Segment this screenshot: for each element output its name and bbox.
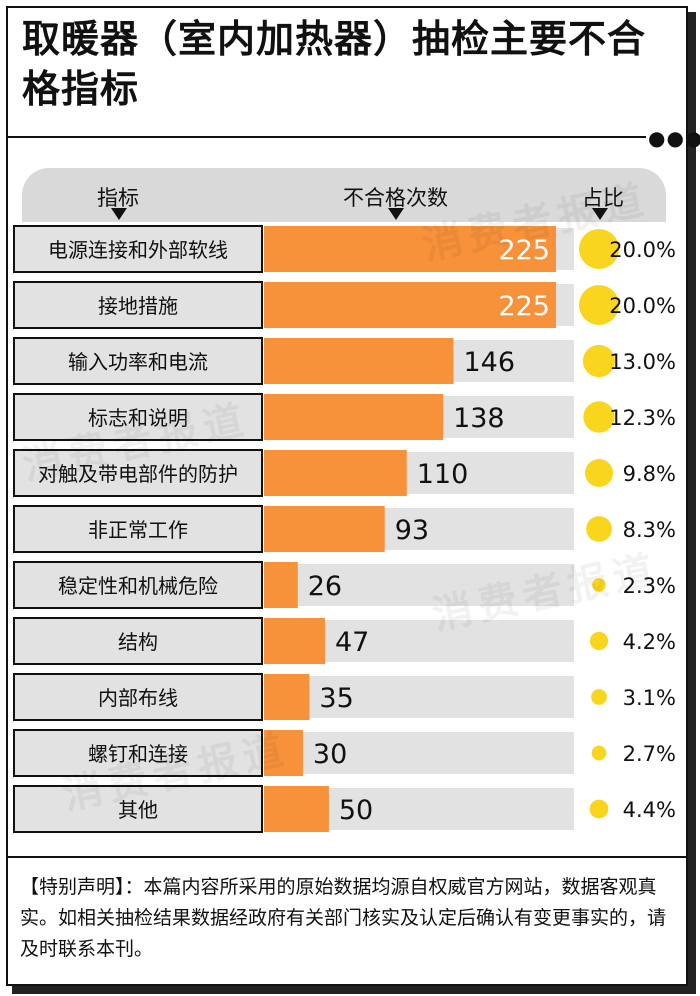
category-label: 结构 (118, 630, 158, 654)
category-label-box (13, 673, 263, 721)
share-bubble (585, 459, 613, 487)
share-bubble (591, 745, 607, 761)
bar-value-label: 35 (319, 683, 353, 714)
category-label: 对触及带电部件的防护 (38, 462, 238, 486)
category-label-box (13, 393, 263, 441)
category-label-box (13, 561, 263, 609)
bar-chart: 电源连接和外部软线 225 20.0% 接地措施 225 20.0% 输入功率和电流 146 1… (13, 225, 676, 833)
header-count-arrow-icon (388, 208, 404, 220)
share-bubble (591, 689, 607, 705)
bar-value-label: 50 (339, 795, 373, 826)
header-share-arrow-icon (592, 208, 608, 220)
bar-value-label: 146 (463, 347, 515, 378)
footnote: 【特别声明】：本篇内容所采用的原始数据均源自权威官方网站，数据客观真实。如相关抽… (20, 876, 667, 960)
bar-value-label: 30 (313, 739, 347, 770)
bar-track (264, 676, 574, 718)
bar (264, 338, 454, 384)
bar (264, 394, 444, 440)
share-bubble (579, 229, 619, 269)
share-bubble (586, 516, 612, 542)
share-label: 3.1% (623, 686, 676, 710)
category-label-box (13, 617, 263, 665)
share-bubble (589, 631, 609, 651)
bar (264, 730, 303, 776)
share-bubble (579, 285, 619, 325)
share-label: 4.2% (623, 630, 676, 654)
bar (264, 450, 407, 496)
header-indicator-arrow-icon (111, 208, 127, 220)
share-bubble (589, 799, 609, 819)
bar-value-label: 110 (417, 459, 469, 490)
more-dots-icon: ●●● (648, 126, 700, 150)
category-label-box (13, 449, 263, 497)
bar-value-label: 225 (498, 291, 550, 322)
share-label: 13.0% (609, 350, 676, 374)
bar-value-label: 138 (453, 403, 505, 434)
header-count: 不合格次数 (343, 186, 448, 210)
share-label: 20.0% (609, 294, 676, 318)
share-label: 2.7% (623, 742, 676, 766)
header-share: 占比 (582, 186, 624, 210)
share-label: 8.3% (623, 518, 676, 542)
category-label-box (13, 337, 263, 385)
bar-value-label: 93 (395, 515, 429, 546)
category-label: 电源连接和外部软线 (48, 238, 228, 262)
bar (264, 282, 556, 328)
bar-value-label: 225 (498, 235, 550, 266)
bar-track (264, 564, 574, 606)
bar (264, 226, 556, 272)
category-label: 螺钉和连接 (88, 742, 188, 766)
bar (264, 786, 329, 832)
category-label-box (13, 225, 263, 273)
title-divider (6, 136, 646, 138)
bar (264, 618, 325, 664)
share-label: 20.0% (609, 238, 676, 262)
category-label: 标志和说明 (88, 406, 188, 430)
column-header-band (22, 168, 666, 222)
share-label: 2.3% (623, 574, 676, 598)
bar (264, 562, 298, 608)
category-label: 其他 (118, 798, 158, 822)
header-indicator: 指标 (97, 186, 139, 210)
bar-track (264, 732, 574, 774)
category-label-box (13, 281, 263, 329)
category-label: 接地措施 (98, 294, 178, 318)
share-label: 4.4% (623, 798, 676, 822)
share-label: 12.3% (609, 406, 676, 430)
category-label: 内部布线 (98, 686, 178, 710)
bar (264, 674, 310, 720)
page-title: 取暖器（室内加热器）抽检主要不合格指标 (22, 17, 647, 111)
category-label-box (13, 505, 263, 553)
category-label-box (13, 785, 263, 833)
bar-value-label: 26 (308, 571, 342, 602)
bar (264, 506, 385, 552)
bar-value-label: 47 (335, 627, 369, 658)
share-bubble (592, 578, 606, 592)
category-label-box (13, 729, 263, 777)
footnote-divider (6, 856, 688, 858)
share-bubble (583, 401, 615, 433)
category-label: 稳定性和机械危险 (58, 574, 218, 598)
share-bubble (582, 344, 616, 378)
category-label: 非正常工作 (88, 518, 188, 542)
share-label: 9.8% (623, 462, 676, 486)
category-label: 输入功率和电流 (68, 350, 208, 374)
